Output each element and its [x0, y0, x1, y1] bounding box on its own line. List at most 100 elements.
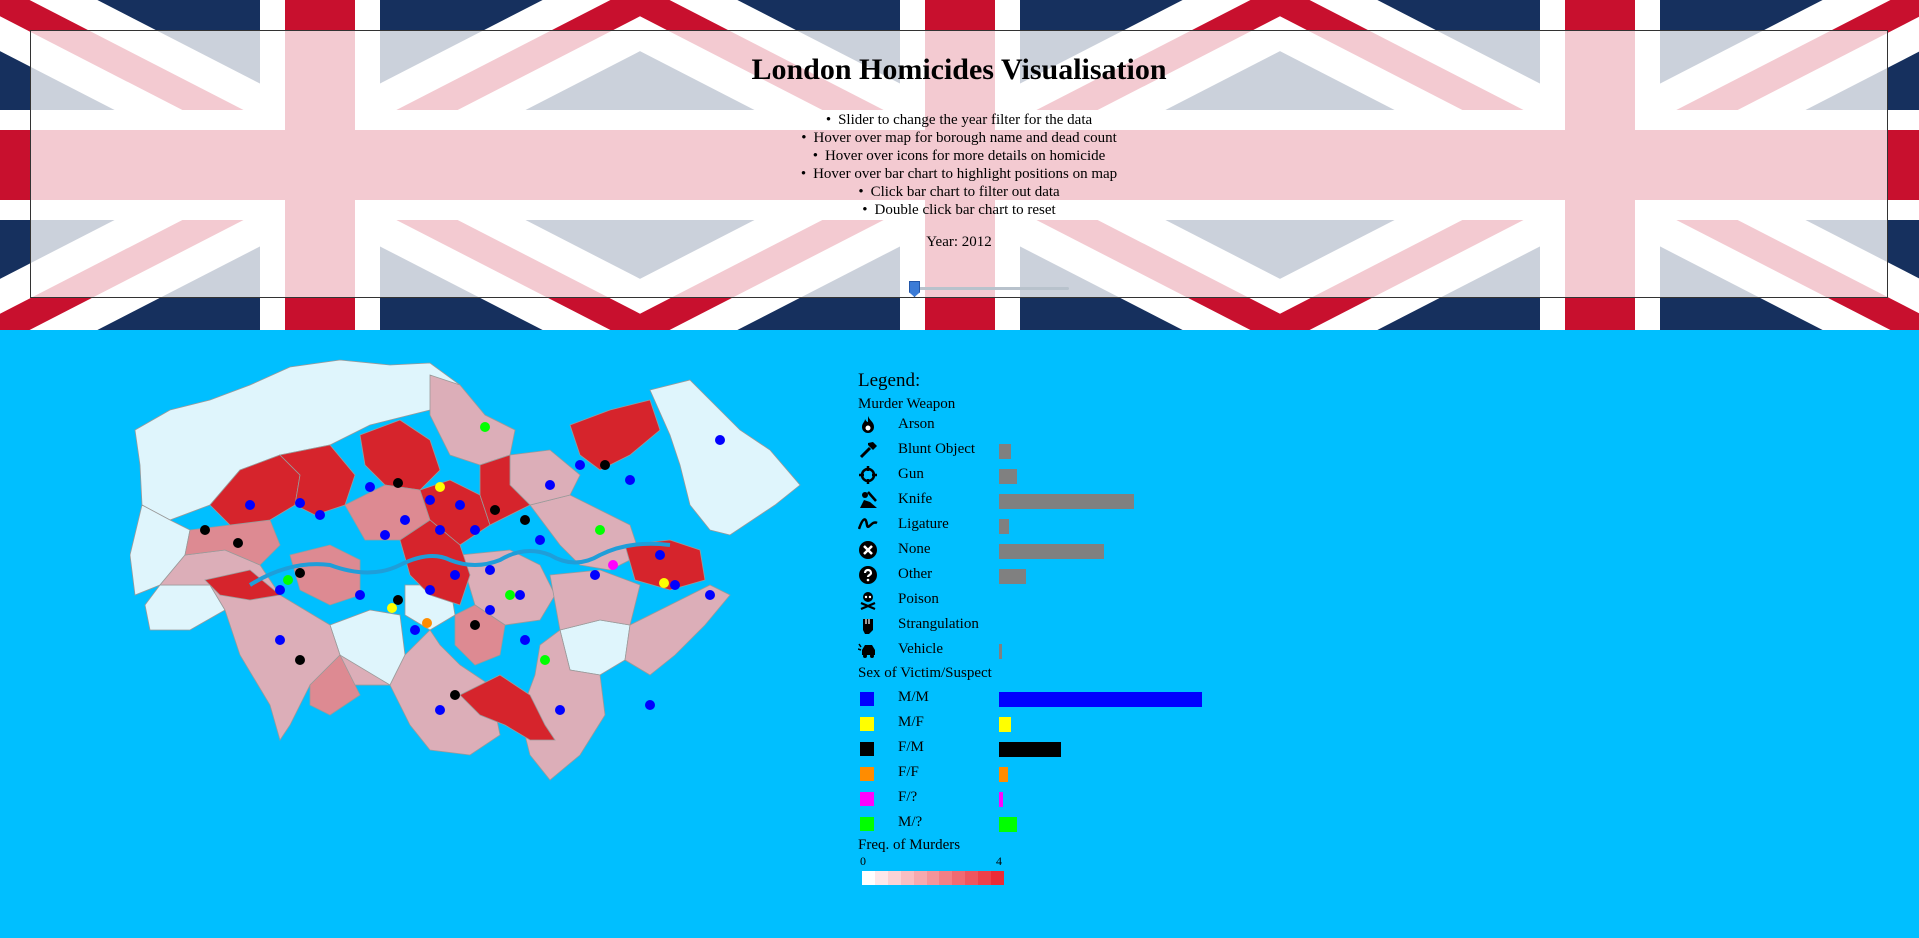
borough-shape[interactable]: [459, 674, 556, 741]
legend-row-other[interactable]: Other: [858, 564, 1258, 588]
incident-marker[interactable]: [450, 570, 460, 580]
incident-marker[interactable]: [535, 535, 545, 545]
incident-marker[interactable]: [555, 705, 565, 715]
incident-marker[interactable]: [608, 560, 618, 570]
incident-marker[interactable]: [515, 590, 525, 600]
incident-marker[interactable]: [480, 422, 490, 432]
sex-bar[interactable]: [999, 742, 1061, 757]
slider-track[interactable]: [915, 287, 1069, 290]
sex-bar[interactable]: [999, 767, 1008, 782]
borough-shape[interactable]: [454, 604, 506, 666]
legend-row-strangulation[interactable]: Strangulation: [858, 614, 1258, 638]
incident-marker[interactable]: [490, 505, 500, 515]
incident-marker[interactable]: [470, 525, 480, 535]
borough-shape[interactable]: [624, 584, 731, 676]
year-slider[interactable]: [909, 281, 1069, 297]
legend-row-m-f[interactable]: M/F: [858, 712, 1258, 736]
incident-marker[interactable]: [422, 618, 432, 628]
borough-shape[interactable]: [529, 494, 641, 571]
incident-marker[interactable]: [295, 568, 305, 578]
incident-marker[interactable]: [355, 590, 365, 600]
incident-marker[interactable]: [365, 482, 375, 492]
borough-shape[interactable]: [649, 379, 801, 536]
legend-row-m-unknown[interactable]: M/?: [858, 812, 1258, 836]
incident-marker[interactable]: [505, 590, 515, 600]
weapon-bar[interactable]: [999, 644, 1003, 659]
incident-marker[interactable]: [450, 690, 460, 700]
slider-handle[interactable]: [909, 281, 920, 297]
incident-marker[interactable]: [625, 475, 635, 485]
incident-marker[interactable]: [655, 550, 665, 560]
incident-marker[interactable]: [295, 655, 305, 665]
borough-shape[interactable]: [144, 584, 226, 631]
incident-marker[interactable]: [540, 655, 550, 665]
incident-marker[interactable]: [520, 515, 530, 525]
legend-row-f-unknown[interactable]: F/?: [858, 787, 1258, 811]
incident-marker[interactable]: [393, 595, 403, 605]
incident-marker[interactable]: [380, 530, 390, 540]
incident-marker[interactable]: [435, 525, 445, 535]
incident-marker[interactable]: [425, 585, 435, 595]
incident-marker[interactable]: [670, 580, 680, 590]
incident-marker[interactable]: [400, 515, 410, 525]
weapon-bar[interactable]: [999, 519, 1009, 534]
borough-shape[interactable]: [569, 399, 661, 471]
incident-marker[interactable]: [425, 495, 435, 505]
weapon-bar[interactable]: [999, 469, 1018, 484]
incident-marker[interactable]: [705, 590, 715, 600]
sex-bar[interactable]: [999, 717, 1012, 732]
incident-marker[interactable]: [485, 605, 495, 615]
incident-marker[interactable]: [485, 565, 495, 575]
incident-marker[interactable]: [435, 482, 445, 492]
incident-marker[interactable]: [659, 578, 669, 588]
borough-shape[interactable]: [429, 374, 516, 466]
borough-shape[interactable]: [549, 569, 641, 631]
weapon-bar[interactable]: [999, 569, 1027, 584]
borough-shape[interactable]: [624, 539, 706, 591]
weapon-bar[interactable]: [999, 544, 1104, 559]
borough-shape[interactable]: [279, 444, 356, 516]
legend-row-ligature[interactable]: Ligature: [858, 514, 1258, 538]
sex-bar[interactable]: [999, 792, 1003, 807]
borough-shape[interactable]: [399, 519, 471, 606]
incident-marker[interactable]: [245, 500, 255, 510]
legend-row-vehicle[interactable]: Vehicle: [858, 639, 1258, 663]
incident-marker[interactable]: [455, 500, 465, 510]
incident-marker[interactable]: [200, 525, 210, 535]
incident-marker[interactable]: [410, 625, 420, 635]
borough-shape[interactable]: [204, 569, 281, 601]
incident-marker[interactable]: [283, 575, 293, 585]
legend-row-f-m[interactable]: F/M: [858, 737, 1258, 761]
borough-shape[interactable]: [519, 629, 606, 781]
legend-row-poison[interactable]: Poison: [858, 589, 1258, 613]
incident-marker[interactable]: [520, 635, 530, 645]
legend-row-blunt-object[interactable]: Blunt Object: [858, 439, 1258, 463]
weapon-bar[interactable]: [999, 444, 1012, 459]
legend-row-gun[interactable]: Gun: [858, 464, 1258, 488]
incident-marker[interactable]: [545, 480, 555, 490]
incident-marker[interactable]: [233, 538, 243, 548]
legend-row-arson[interactable]: Arson: [858, 414, 1258, 438]
legend-row-f-f[interactable]: F/F: [858, 762, 1258, 786]
incident-marker[interactable]: [645, 700, 655, 710]
borough-shape[interactable]: [559, 619, 631, 676]
legend-row-none[interactable]: None: [858, 539, 1258, 563]
incident-marker[interactable]: [600, 460, 610, 470]
incident-markers[interactable]: [200, 422, 725, 715]
incident-marker[interactable]: [275, 635, 285, 645]
london-borough-map[interactable]: [129, 355, 810, 795]
legend-row-m-m[interactable]: M/M: [858, 687, 1258, 711]
incident-marker[interactable]: [575, 460, 585, 470]
borough-shape[interactable]: [309, 654, 361, 716]
incident-marker[interactable]: [590, 570, 600, 580]
incident-marker[interactable]: [470, 620, 480, 630]
borough-shape[interactable]: [209, 584, 341, 741]
incident-marker[interactable]: [715, 435, 725, 445]
incident-marker[interactable]: [295, 498, 305, 508]
incident-marker[interactable]: [275, 585, 285, 595]
incident-marker[interactable]: [435, 705, 445, 715]
weapon-bar[interactable]: [999, 494, 1135, 509]
legend-row-knife[interactable]: Knife: [858, 489, 1258, 513]
sex-bar[interactable]: [999, 692, 1202, 707]
borough-shape[interactable]: [359, 419, 441, 491]
